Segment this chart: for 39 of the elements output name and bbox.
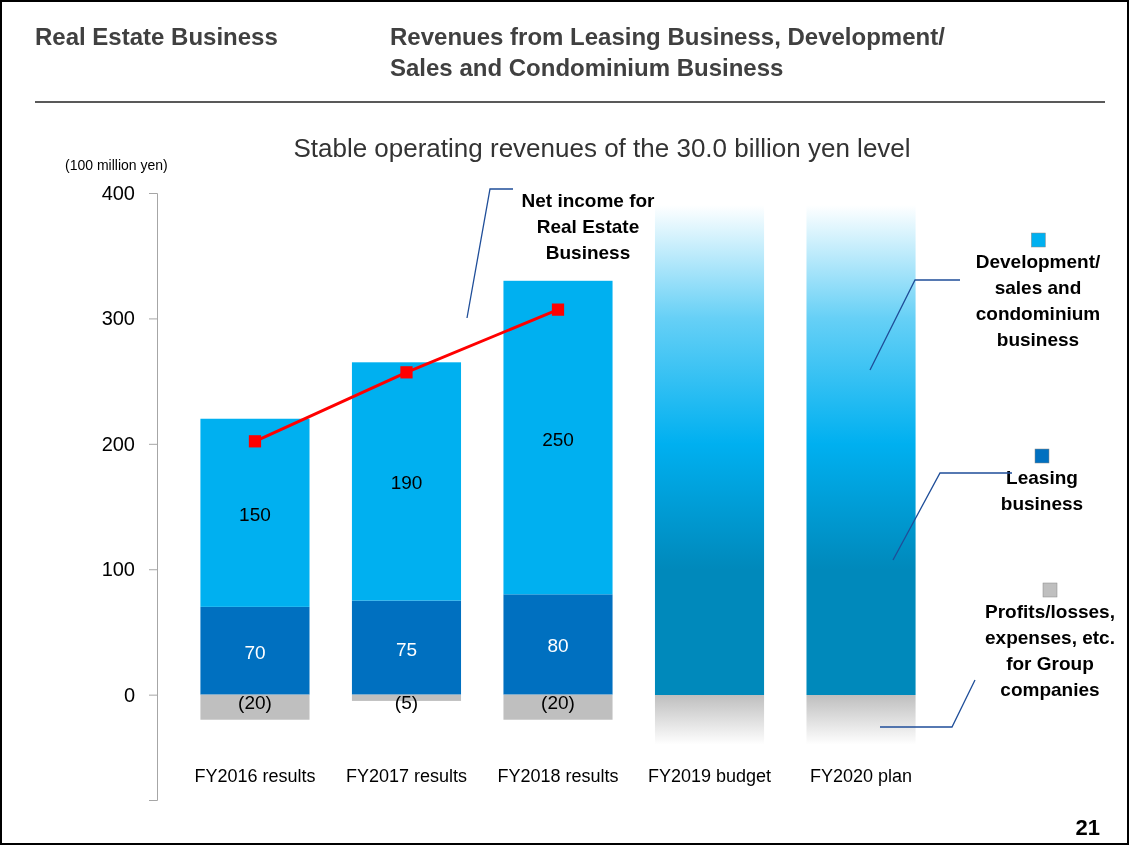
text: 21 [1075, 815, 1100, 840]
data-label: 75 [395, 638, 418, 660]
y-tick-label: 100 [101, 558, 135, 581]
y-tick-label: 400 [101, 181, 135, 204]
point [400, 366, 413, 379]
point [248, 435, 262, 448]
data-label: 190 [390, 472, 423, 494]
bar [200, 606, 310, 695]
data-label: (20) [238, 691, 272, 713]
x-tick-label: FY2019 budget [647, 766, 772, 786]
legend-label: Development/ sales and condominium business [975, 251, 1102, 350]
chart-title: Revenues from Leasing Business, Development/ Sales and Condominium Business [390, 23, 946, 81]
x-tick-label: FY2018 results [497, 766, 619, 786]
data-label: 70 [244, 641, 266, 663]
bar [200, 418, 310, 607]
legend-label: Profits/losses, expenses, etc. for Group companies [985, 601, 1115, 700]
y-tick-label: 200 [101, 432, 135, 455]
y-tick-label: 300 [101, 307, 135, 330]
legend-label: Leasing business [1000, 467, 1084, 514]
x-tick-label: FY2020 plan [809, 766, 913, 786]
data-label: 250 [542, 428, 574, 450]
bar [351, 362, 462, 601]
bar [200, 694, 310, 720]
y-axis-title: (100 million yen) [65, 157, 168, 173]
x-tick-label: FY2017 results [345, 766, 468, 786]
x-tick-label: FY2016 results [194, 766, 316, 786]
point [551, 303, 565, 316]
data-label: 150 [239, 503, 271, 525]
bar [503, 594, 613, 695]
bar [351, 600, 462, 695]
bar [503, 280, 613, 595]
data-label: (5) [394, 691, 419, 713]
chart-subtitle: Stable operating revenues of the 30.0 billion yen level [293, 133, 911, 163]
y-tick-label: 0 [123, 683, 135, 706]
text: Net income for Real Estate Business [521, 190, 656, 263]
text: Real Estate Business [35, 23, 278, 50]
data-label: (20) [541, 691, 575, 713]
bar [503, 694, 613, 720]
data-label: 80 [547, 635, 569, 657]
